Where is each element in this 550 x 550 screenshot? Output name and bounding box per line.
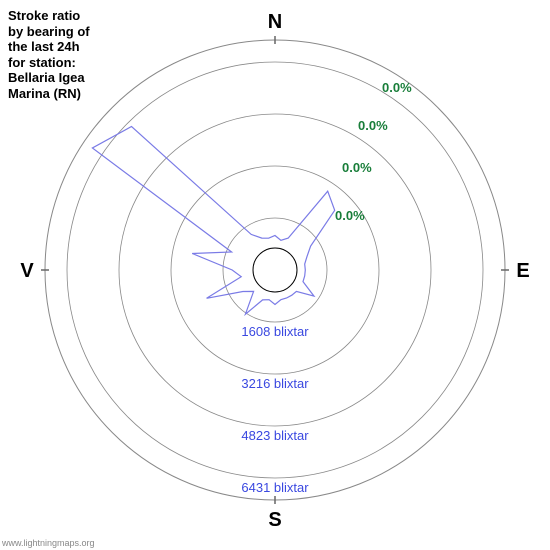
rose-polygon [92,127,334,315]
ring-upper-label: 0.0% [358,118,388,133]
compass-w: V [20,260,34,282]
ring-lower-label: 3216 blixtar [241,376,309,391]
ring-upper-label: 0.0% [342,160,372,175]
ring-upper-label: 0.0% [382,80,412,95]
ring-lower-label: 1608 blixtar [241,324,309,339]
compass-s: S [268,509,281,531]
chart-title: Stroke ratioby bearing ofthe last 24hfor… [8,8,90,102]
compass-n: N [268,11,282,33]
ring-lower-label: 6431 blixtar [241,480,309,495]
compass-e: E [516,260,529,282]
footer-credit: www.lightningmaps.org [2,538,95,548]
ring-upper-label: 0.0% [335,208,365,223]
ring-lower-label: 4823 blixtar [241,428,309,443]
